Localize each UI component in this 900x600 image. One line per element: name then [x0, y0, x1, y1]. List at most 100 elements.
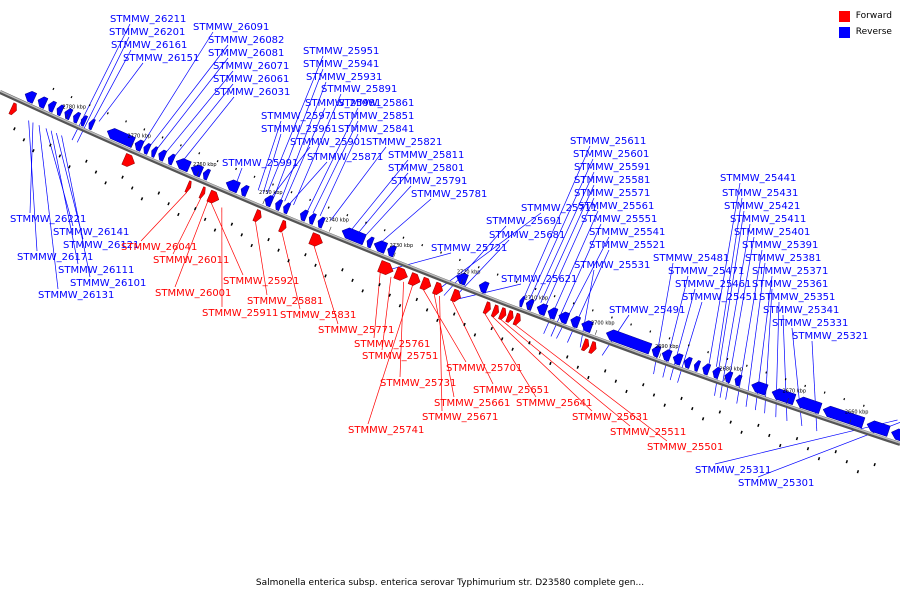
strand-dash	[726, 357, 729, 361]
strand-dash	[795, 436, 799, 441]
gene-label: STMMW_25981	[305, 98, 381, 109]
strand-dash	[253, 175, 256, 178]
forward-gene	[206, 189, 220, 204]
strand-dash	[193, 206, 197, 211]
reverse-gene	[24, 91, 38, 104]
leader-line	[266, 55, 324, 195]
leader-line	[491, 316, 593, 412]
reverse-gene	[48, 100, 57, 113]
strand-dash	[250, 243, 253, 248]
forward-gene	[198, 186, 206, 199]
strand-dash	[701, 417, 705, 421]
strand-dash	[707, 351, 709, 354]
strand-dash	[587, 375, 590, 380]
strand-dash	[436, 318, 439, 323]
strand-dash	[458, 258, 461, 262]
strand-dash	[845, 460, 849, 464]
gene-label: STMMW_25321	[792, 331, 868, 342]
leader-line	[280, 81, 327, 200]
gene-label: STMMW_25801	[388, 163, 464, 174]
strand-dash	[230, 222, 234, 226]
backbone-line	[0, 90, 900, 446]
strand-dash	[817, 457, 821, 461]
leader-line	[312, 120, 359, 214]
strand-dash	[549, 361, 552, 366]
gene-label: STMMW_26082	[208, 35, 284, 46]
forward-gene	[278, 219, 287, 233]
forward-gene	[580, 338, 590, 352]
strand-dash	[477, 266, 480, 269]
forward-gene	[482, 301, 491, 315]
strand-dash	[440, 251, 442, 254]
gene-label: STMMW_25411	[730, 214, 806, 225]
gene-label: STMMW_26131	[38, 290, 114, 301]
gene-label: STMMW_25501	[647, 442, 723, 453]
legend-reverse: Reverse	[838, 24, 892, 40]
tick-mark	[130, 142, 134, 148]
leader-line	[381, 276, 392, 351]
legend: Forward Reverse	[838, 8, 892, 40]
tick-label: 2680 kbp	[719, 367, 743, 373]
tick-mark	[460, 279, 463, 285]
strand-dash	[572, 302, 575, 305]
strand-dash	[49, 143, 52, 147]
leader-line	[500, 319, 631, 427]
strand-dash	[415, 297, 419, 302]
strand-dash	[490, 326, 493, 331]
reverse-gene	[373, 240, 389, 254]
strand-dash	[52, 87, 55, 91]
reverse-gene	[175, 158, 192, 173]
strand-dash	[267, 237, 270, 242]
strand-dash	[642, 383, 645, 387]
leader-line	[434, 212, 542, 293]
leader-line	[515, 325, 668, 442]
strand-dash	[140, 197, 144, 201]
strand-dash	[680, 396, 683, 401]
strand-dash	[383, 229, 386, 232]
gene-label: STMMW_25561	[578, 201, 654, 212]
strand-dash	[125, 120, 128, 123]
reverse-gene	[712, 366, 722, 380]
gene-label: STMMW_25911	[202, 308, 278, 319]
leader-line	[143, 31, 214, 142]
strand-dash	[143, 128, 146, 131]
backbone-highlight	[0, 90, 900, 444]
legend-forward: Forward	[838, 8, 892, 24]
strand-dash	[663, 403, 666, 407]
leader-line	[140, 192, 187, 242]
leader-line	[98, 62, 144, 122]
tick-label: 2660 kbp	[845, 410, 869, 416]
strand-dash	[862, 404, 865, 407]
reverse-gene	[672, 353, 684, 366]
reverse-gene	[299, 209, 309, 222]
strand-dash	[856, 470, 860, 474]
leader-line	[281, 232, 301, 310]
gene-label: STMMW_25521	[589, 240, 665, 251]
leader-line	[382, 198, 432, 242]
reverse-gene	[694, 360, 702, 372]
strand-dash	[740, 430, 743, 434]
gene-label: STMMW_25371	[752, 266, 828, 277]
gene-label: STMMW_25391	[742, 240, 818, 251]
gene-label: STMMW_26111	[58, 265, 134, 276]
gene-label: STMMW_25791	[391, 176, 467, 187]
gene-label: STMMW_25441	[720, 173, 796, 184]
gene-label: STMMW_26011	[153, 255, 229, 266]
strand-dash	[309, 198, 312, 202]
gene-label: STMMW_25861	[338, 98, 414, 109]
leader-line	[764, 288, 773, 414]
strand-dash	[806, 447, 810, 451]
leader-line	[524, 145, 591, 297]
reverse-gene	[317, 216, 326, 229]
tick-label: 2740 kbp	[325, 217, 349, 223]
strand-dash	[625, 389, 628, 394]
gene-label: STMMW_25761	[354, 339, 430, 350]
leader-line	[313, 245, 339, 325]
leader-line	[451, 300, 494, 385]
strand-dash	[668, 337, 671, 340]
gene-label: STMMW_25701	[446, 363, 522, 374]
strand-dash	[235, 167, 237, 171]
tick-mark	[328, 226, 332, 232]
leader-line	[157, 57, 229, 148]
reverse-gene	[581, 320, 594, 334]
